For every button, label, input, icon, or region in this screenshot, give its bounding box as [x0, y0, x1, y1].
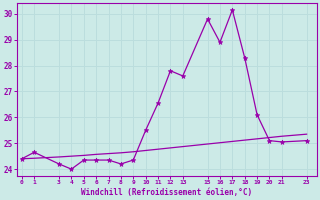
X-axis label: Windchill (Refroidissement éolien,°C): Windchill (Refroidissement éolien,°C)	[81, 188, 252, 197]
